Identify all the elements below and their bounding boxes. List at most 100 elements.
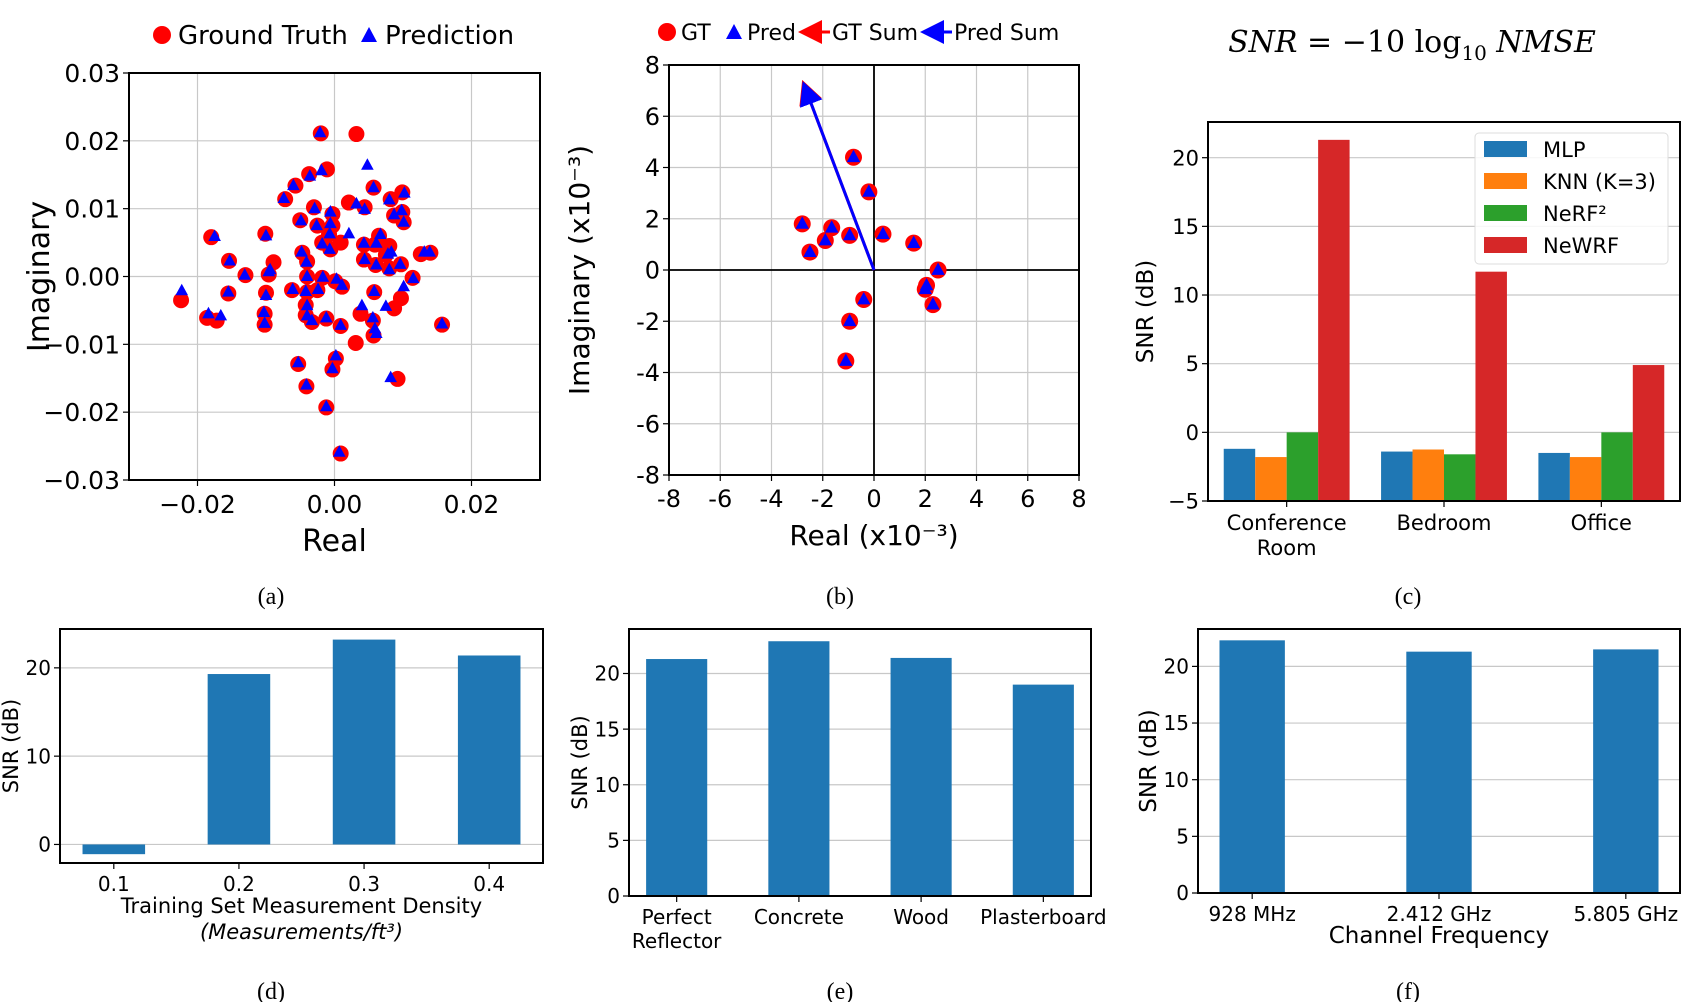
y-tick-label: 20 — [1164, 655, 1189, 679]
y-tick-label: 0 — [607, 884, 620, 908]
bar — [1593, 649, 1659, 893]
bar — [890, 657, 952, 896]
x-tick-label: 4 — [969, 485, 984, 513]
gt-point — [347, 334, 364, 351]
bar-nerf- — [1444, 454, 1476, 501]
prediction-point — [335, 278, 349, 290]
x-category-label: 5.805 GHz — [1573, 902, 1678, 926]
y-tick-label: 6 — [645, 103, 660, 131]
chart-panel-f: 20 15 10 5 0 928 MHz 2.412 GHz 5.805 GHz SNR (dB… — [1136, 628, 1681, 949]
bar-mlp — [1381, 451, 1413, 501]
x-tick-label: 0.00 — [307, 490, 363, 519]
caption-d: (d) — [257, 979, 285, 1002]
x-category-label: Wood — [893, 905, 949, 929]
prediction-point — [368, 321, 382, 334]
x-axis-unit-label: (Measurements/ft³) — [200, 920, 403, 944]
legend-swatch — [1484, 205, 1527, 221]
x-tick-label: -2 — [811, 485, 835, 513]
y-tick-label: −0.01 — [43, 330, 120, 359]
bar — [646, 659, 708, 896]
prediction-point — [326, 361, 339, 374]
prediction-point — [862, 184, 876, 197]
prediction-point — [366, 310, 380, 323]
prediction-point — [324, 205, 337, 217]
caption-a: (a) — [258, 584, 285, 610]
y-tick-label: 2 — [645, 205, 660, 233]
prediction-point — [315, 163, 328, 176]
bar — [82, 844, 146, 855]
prediction-point — [315, 236, 329, 249]
x-axis-label: Real — [302, 524, 367, 559]
caption-f: (f) — [1396, 979, 1420, 1002]
y-tick-label: 20 — [595, 662, 620, 686]
y-tick-label: 15 — [1164, 711, 1189, 735]
prediction-point — [223, 253, 236, 266]
prediction-point — [839, 353, 853, 366]
legend-label: GT — [681, 21, 711, 46]
bar-newrf — [1318, 139, 1350, 502]
y-tick-label: −5 — [1168, 490, 1199, 514]
prediction-point — [857, 291, 871, 305]
y-tick-label: -2 — [636, 308, 660, 336]
prediction-point — [175, 283, 189, 296]
legend-label: NeWRF — [1543, 234, 1619, 258]
x-category-label: 0.4 — [473, 872, 505, 896]
y-tick-label: 10 — [1172, 284, 1199, 308]
gt-point — [332, 234, 349, 251]
prediction-point — [202, 306, 215, 319]
prediction-point — [387, 207, 401, 220]
y-axis-label: SNR (dB) — [0, 699, 23, 793]
y-tick-label: 8 — [645, 52, 660, 80]
y-tick-label: −0.03 — [43, 466, 120, 495]
prediction-point — [303, 169, 317, 181]
bar-newrf — [1632, 365, 1665, 501]
x-tick-label: 8 — [1071, 485, 1086, 513]
prediction-point — [931, 262, 945, 275]
prediction-point — [300, 255, 313, 267]
bar-knn-k-3- — [1255, 457, 1287, 501]
bar — [207, 674, 271, 845]
prediction-point — [277, 191, 291, 204]
y-axis-label: Imaginary (x10⁻³) — [563, 145, 596, 395]
y-tick-label: −0.02 — [43, 398, 120, 427]
prediction-point — [435, 316, 449, 329]
bar-mlp — [1538, 452, 1570, 501]
y-tick-label: -8 — [636, 462, 660, 490]
gt-point — [386, 300, 403, 317]
prediction-point — [876, 226, 890, 239]
legend-label: Pred Sum — [954, 21, 1059, 46]
legend-label: KNN (K=3) — [1543, 170, 1656, 194]
prediction-point — [299, 284, 313, 296]
legend-label: NeRF² — [1543, 202, 1607, 226]
prediction-point — [287, 178, 300, 191]
prediction-point — [361, 158, 374, 170]
prediction-point — [379, 299, 393, 311]
prediction-point — [286, 282, 300, 294]
legend-label: Ground Truth — [178, 21, 348, 51]
prediction-point — [300, 298, 314, 311]
legend-label: GT Sum — [832, 21, 918, 46]
pred-sum-arrow — [799, 81, 876, 271]
x-tick-label: −0.02 — [159, 490, 236, 519]
prediction-point — [358, 202, 371, 214]
prediction-point — [355, 298, 369, 311]
prediction-point — [238, 268, 252, 280]
x-tick-label: -4 — [760, 485, 784, 513]
bar — [768, 641, 830, 896]
prediction-point — [367, 180, 380, 193]
prediction-point — [803, 244, 817, 257]
prediction-point — [397, 215, 410, 227]
prediction-point — [824, 220, 839, 233]
x-category-label: 0.2 — [223, 872, 255, 896]
legend-swatch — [1484, 173, 1527, 189]
caption-e: (e) — [827, 979, 854, 1002]
prediction-point — [357, 236, 371, 248]
prediction-point — [310, 218, 323, 231]
legend-triangle-icon — [361, 27, 377, 42]
legend-label: MLP — [1543, 138, 1585, 162]
y-axis-label: SNR (dB) — [568, 715, 592, 809]
bar — [332, 639, 396, 845]
y-tick-label: 0.02 — [64, 127, 120, 156]
y-tick-label: 0.03 — [64, 59, 120, 88]
